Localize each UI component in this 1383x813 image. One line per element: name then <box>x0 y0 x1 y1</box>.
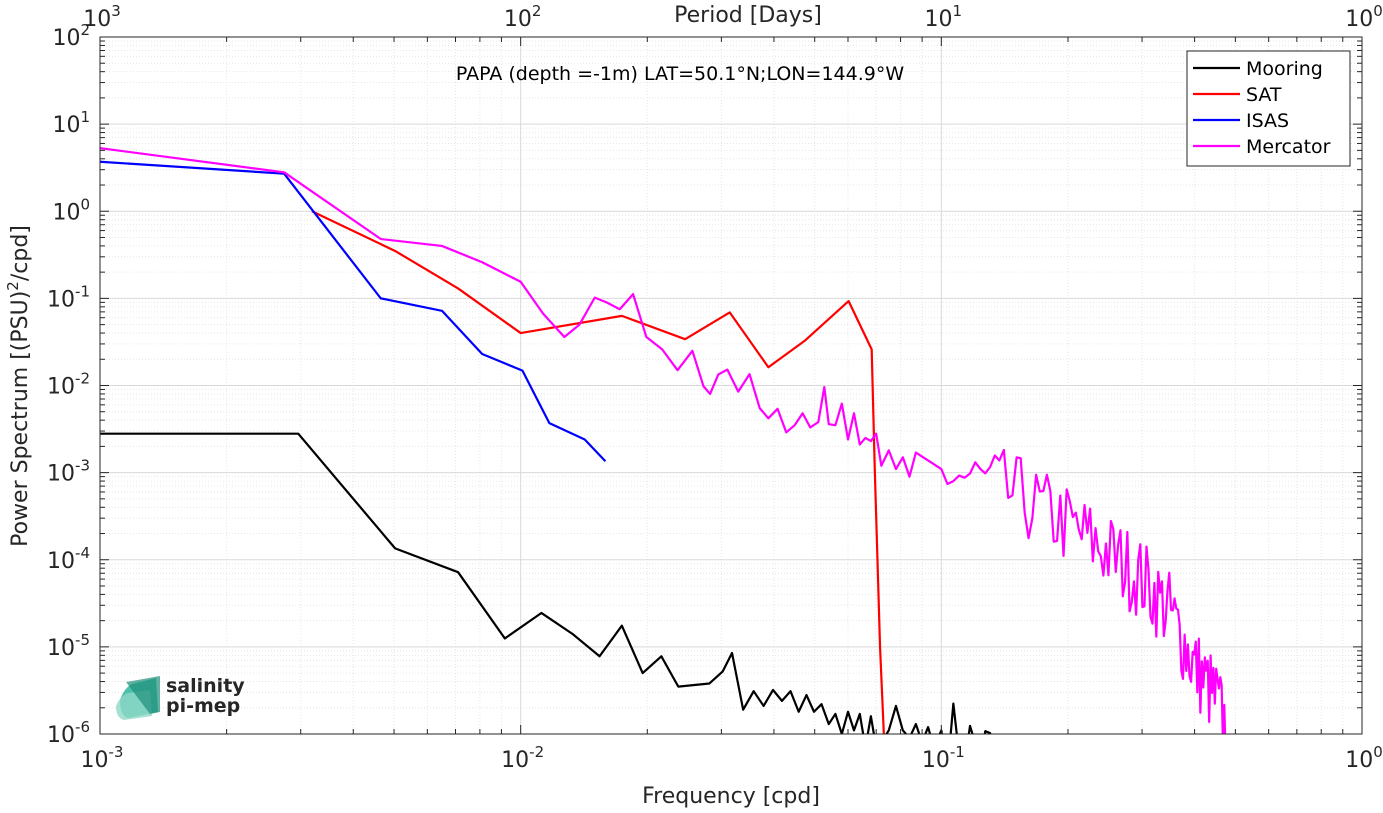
series-line-sat <box>311 210 885 734</box>
y-tick-label: 10-2 <box>47 370 90 400</box>
y-tick-label: 100 <box>52 195 90 225</box>
series-line-mercator <box>100 147 1227 734</box>
top-x-axis-label: Period [Days] <box>674 3 822 28</box>
x-tick-label: 100 <box>1345 743 1383 773</box>
y-axis-label: Power Spectrum [(PSU)2/cpd] <box>4 225 33 547</box>
legend-label-sat: SAT <box>1246 84 1282 106</box>
chart-title: PAPA (depth =-1m) LAT=50.1°N;LON=144.9°W <box>456 63 904 85</box>
y-tick-label: 102 <box>52 21 90 51</box>
legend-label-mercator: Mercator <box>1246 136 1331 158</box>
logo-line2: pi-mep <box>166 695 240 717</box>
series-layer <box>100 147 1227 734</box>
top-tick-label: 101 <box>925 2 963 32</box>
top-tick-label: 100 <box>1345 2 1383 32</box>
legend-label-mooring: Mooring <box>1246 58 1323 80</box>
y-tick-label: 10-4 <box>47 544 90 574</box>
x-tick-label: 10-1 <box>922 743 965 773</box>
legend-label-isas: ISAS <box>1246 110 1289 132</box>
salinity-pi-mep-logo: salinity pi-mep <box>116 675 245 720</box>
y-tick-label: 10-1 <box>47 282 90 312</box>
legend: Mooring SAT ISAS Mercator <box>1186 50 1351 167</box>
y-tick-label: 10-5 <box>47 631 90 661</box>
y-tick-label: 10-3 <box>47 457 90 487</box>
x-tick-label: 10-2 <box>501 743 544 773</box>
series-line-isas <box>100 160 607 463</box>
x-tick-label: 10-3 <box>81 743 124 773</box>
x-axis-label: Frequency [cpd] <box>642 784 820 809</box>
ticks-layer <box>99 36 1363 735</box>
y-tick-label: 10-6 <box>47 718 90 748</box>
series-line-mooring <box>100 432 992 734</box>
top-tick-label: 103 <box>83 2 121 32</box>
y-tick-label: 101 <box>52 108 90 138</box>
top-tick-label: 102 <box>504 2 542 32</box>
logo-line1: salinity <box>166 675 245 697</box>
